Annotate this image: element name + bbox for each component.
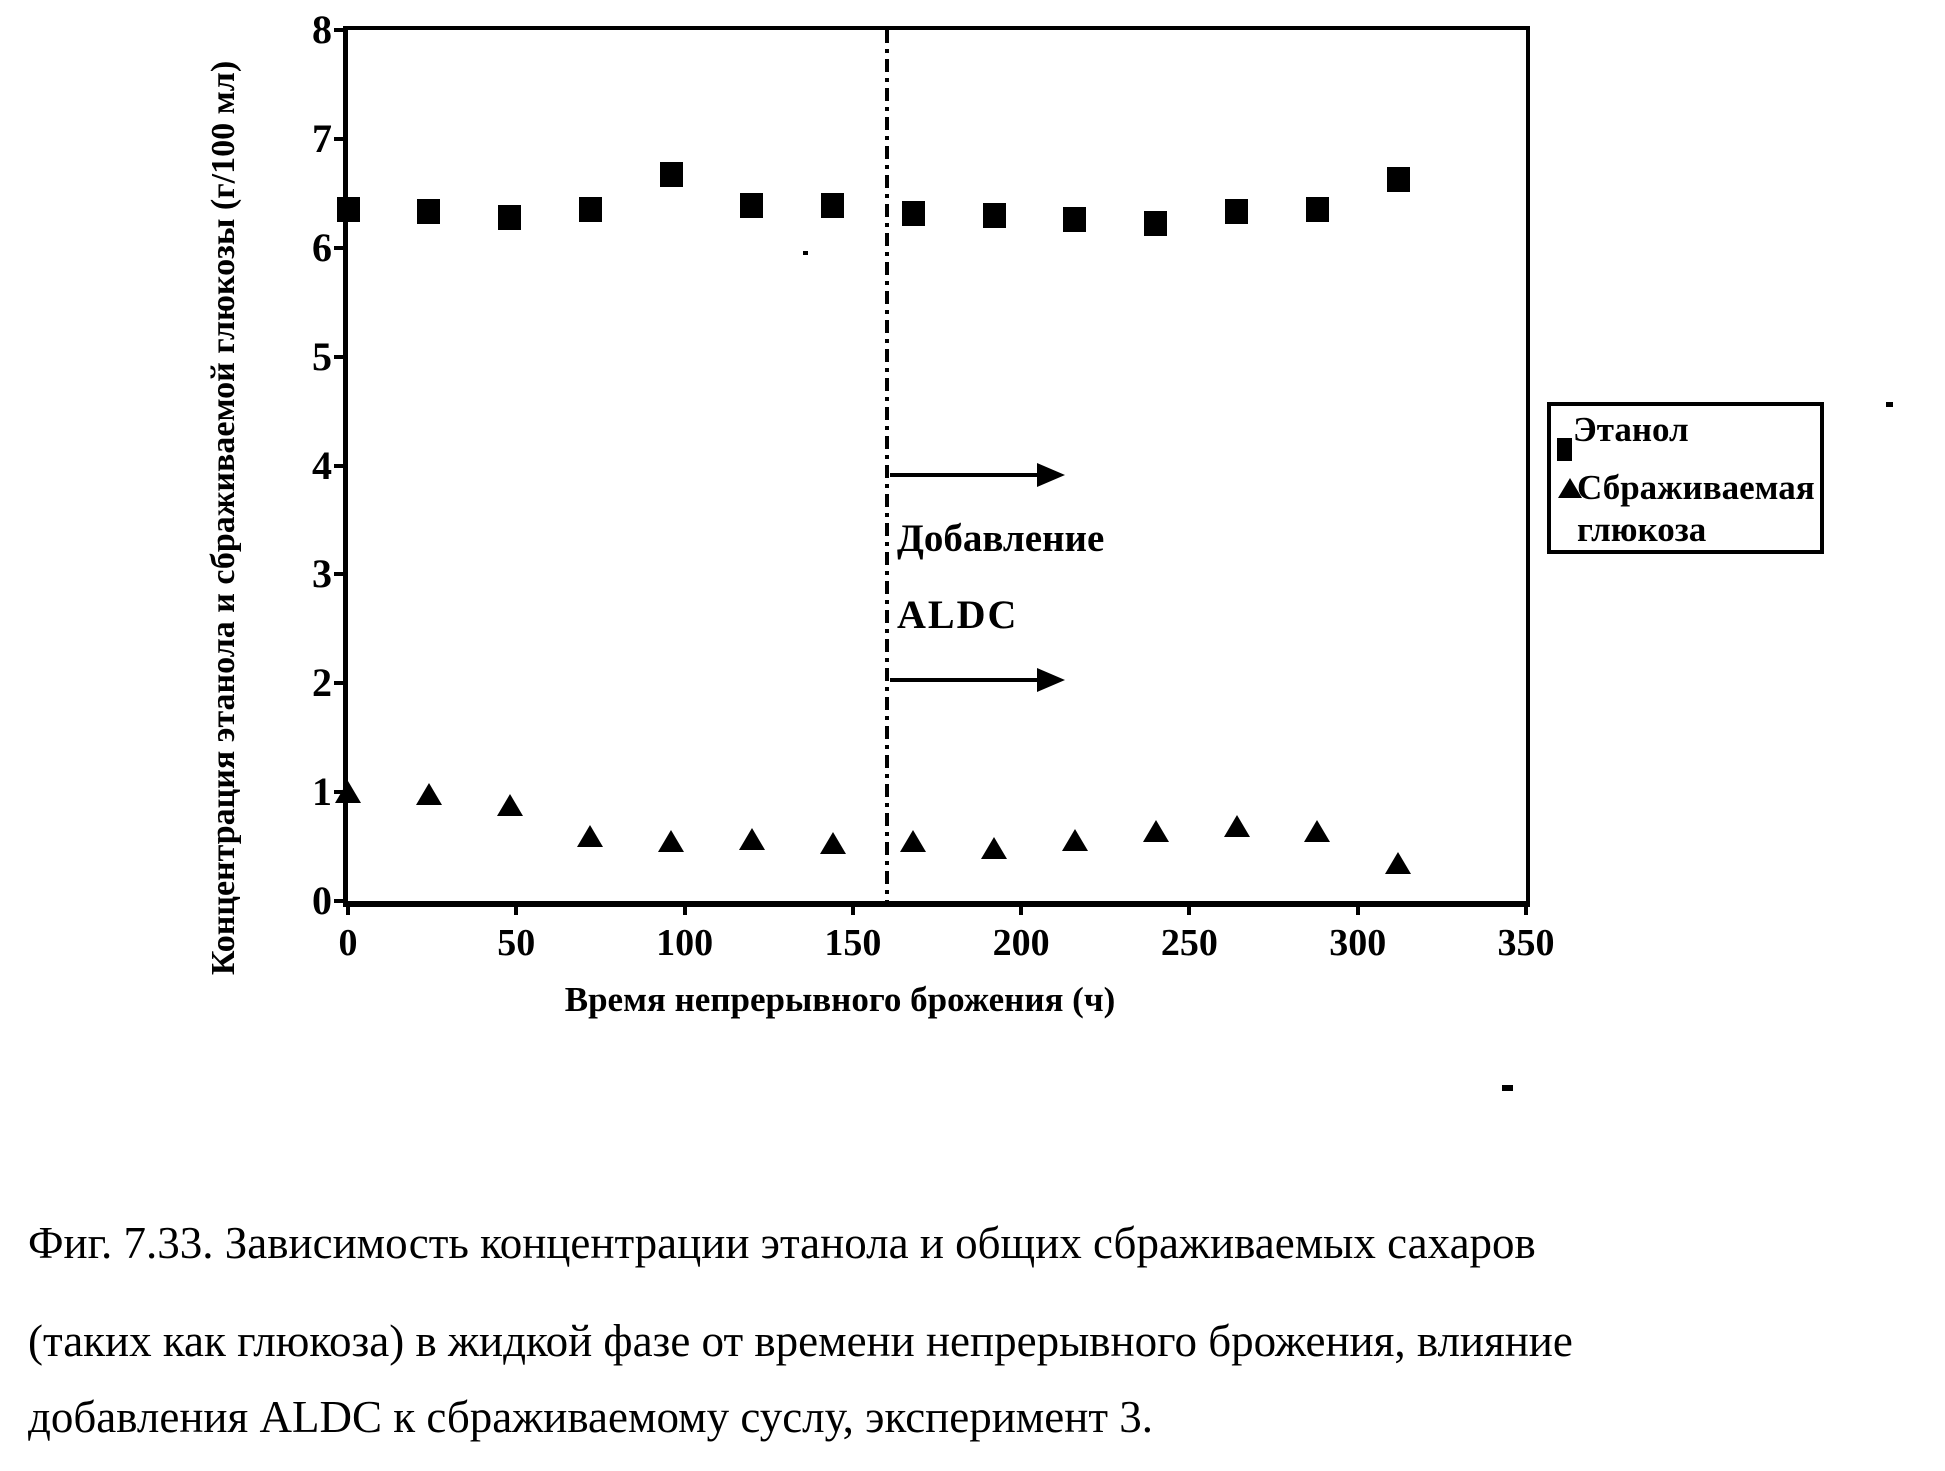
y-tick-label: 2 — [312, 660, 332, 706]
glucose-point — [738, 827, 765, 850]
y-tick — [334, 463, 348, 468]
scan-speck — [1502, 1085, 1513, 1091]
aldc-annotation-line1: Добавление — [897, 517, 1105, 560]
glucose-point — [1385, 851, 1412, 874]
aldc-event-line — [884, 30, 889, 905]
x-tick — [346, 901, 350, 915]
glucose-triangle-icon — [1558, 478, 1582, 498]
glucose-point — [335, 781, 361, 804]
x-tick-label: 250 — [1160, 922, 1218, 964]
x-tick-label: 150 — [824, 922, 882, 964]
x-tick-label: 350 — [1497, 922, 1555, 964]
ethanol-point — [659, 162, 683, 188]
ethanol-point — [1386, 166, 1410, 192]
ethanol-point — [498, 204, 522, 230]
ethanol-square-icon — [1557, 438, 1572, 461]
ethanol-point — [1305, 197, 1329, 223]
glucose-point — [658, 830, 685, 853]
aldc-arrow-icon — [1036, 667, 1065, 692]
legend-glucose-label-line2: глюкоза — [1577, 510, 1707, 549]
glucose-point — [1223, 814, 1250, 837]
y-tick-label: 1 — [312, 769, 332, 815]
ethanol-point — [901, 201, 925, 227]
y-tick-label: 0 — [312, 878, 332, 923]
y-tick — [334, 572, 348, 577]
y-tick — [334, 354, 348, 359]
x-tick — [1187, 901, 1192, 915]
figure-caption-line2: (таких как глюкоза) в жидкой фазе от вре… — [28, 1316, 1573, 1366]
y-tick-label: 4 — [312, 442, 332, 488]
glucose-point — [981, 836, 1008, 859]
aldc-annotation-line2: ALDC — [897, 592, 1019, 637]
ethanol-point — [821, 192, 845, 218]
y-tick-label: 3 — [312, 551, 332, 597]
ethanol-point — [740, 192, 764, 218]
y-tick-label: 7 — [312, 115, 332, 161]
x-tick — [1355, 901, 1360, 915]
x-tick — [1524, 901, 1528, 915]
ethanol-point — [336, 197, 360, 223]
figure-caption-line3: добавления ALDC к сбраживаемому суслу, э… — [28, 1392, 1153, 1442]
ethanol-point — [1144, 211, 1168, 237]
aldc-arrow-icon — [889, 677, 1037, 682]
x-axis-title: Время непрерывного брожения (ч) — [564, 980, 1116, 1019]
y-tick — [334, 136, 348, 141]
x-tick-label: 100 — [656, 922, 714, 964]
y-tick — [334, 681, 348, 686]
x-tick — [1019, 901, 1024, 915]
glucose-point — [415, 783, 442, 806]
ethanol-point — [982, 202, 1006, 228]
glucose-point — [1061, 829, 1088, 852]
y-tick-label: 8 — [312, 7, 332, 52]
legend-ethanol-label: Этанол — [1573, 410, 1689, 449]
ethanol-point — [417, 199, 441, 225]
y-tick-label: 6 — [312, 224, 332, 270]
ethanol-point — [1063, 206, 1087, 232]
glucose-point — [1142, 820, 1169, 843]
y-tick — [334, 899, 348, 903]
legend-glucose-label-line1: Сбраживаемая — [1577, 468, 1815, 507]
x-tick-label: 0 — [338, 922, 358, 964]
aldc-arrow-icon — [1036, 463, 1065, 488]
glucose-point — [1304, 820, 1331, 843]
y-tick — [334, 245, 348, 250]
ethanol-point — [1225, 199, 1249, 225]
glucose-point — [900, 830, 927, 853]
ethanol-point — [578, 197, 602, 223]
x-tick-label: 50 — [497, 922, 536, 964]
glucose-point — [496, 794, 523, 817]
y-axis-title: Концентрация этанола и сбраживаемой глюк… — [205, 60, 242, 976]
plot-area — [343, 26, 1530, 907]
scan-speck — [1886, 402, 1893, 407]
x-tick — [514, 901, 519, 915]
x-tick — [850, 901, 855, 915]
aldc-arrow-icon — [889, 473, 1037, 478]
x-tick — [682, 901, 687, 915]
x-tick-label: 300 — [1329, 922, 1387, 964]
x-tick-label: 200 — [992, 922, 1050, 964]
figure-caption-line1: Фиг. 7.33. Зависимость концентрации этан… — [28, 1218, 1536, 1268]
y-tick — [334, 28, 348, 32]
glucose-point — [577, 824, 604, 847]
legend: Этанол Сбраживаемая глюкоза — [1547, 402, 1824, 554]
glucose-point — [819, 832, 846, 855]
scan-speck — [803, 251, 808, 255]
y-tick-label: 5 — [312, 333, 332, 379]
